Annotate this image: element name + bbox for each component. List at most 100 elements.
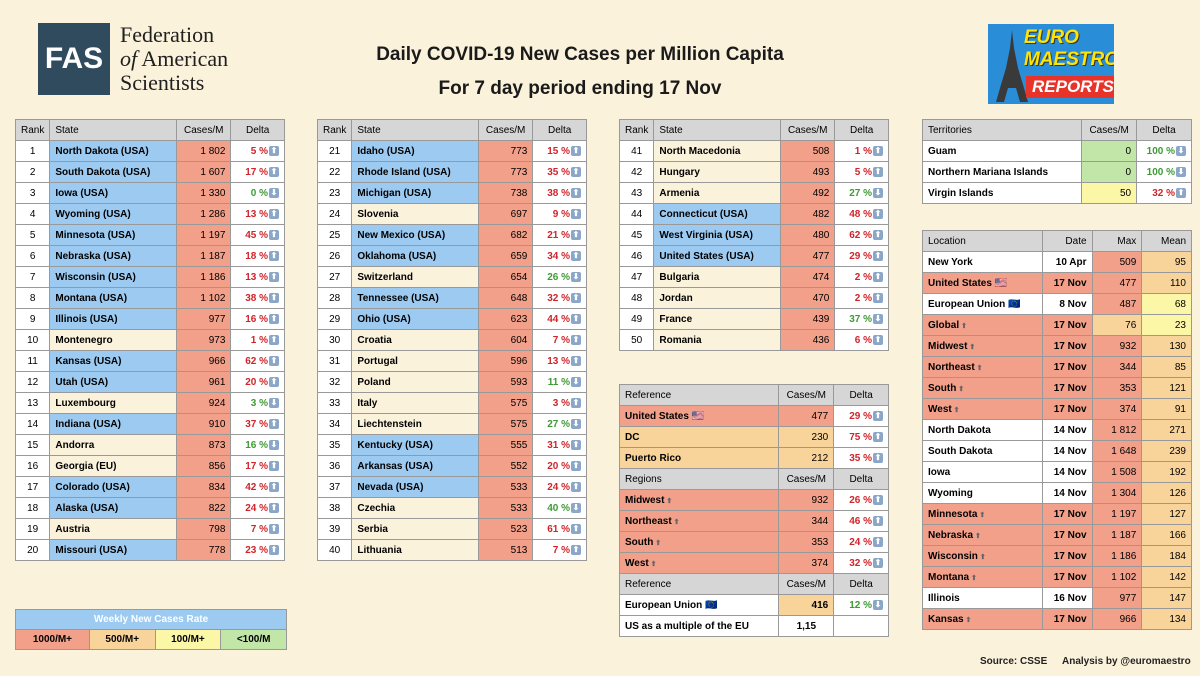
page-subtitle: For 7 day period ending 17 Nov — [438, 78, 722, 99]
top-arrow-icon: ⬆ — [664, 497, 673, 505]
cases-cell: 924 — [176, 392, 232, 414]
euro-line-2: MAESTRO — [1024, 49, 1114, 70]
reference-label: Puerto Rico — [625, 452, 682, 464]
page-title: Daily COVID-19 New Cases per Million Cap… — [376, 44, 784, 65]
delta-value: 20 % — [245, 376, 268, 388]
cases-cell: 856 — [176, 455, 232, 477]
cases-cell: 932 — [778, 489, 835, 511]
table-row: Puerto Rico 212 35 % ⬆ — [618, 447, 889, 469]
date-cell: 17 Nov — [1041, 608, 1093, 630]
rank-cell: 48 — [618, 287, 655, 309]
empty-cell — [833, 615, 889, 637]
mean-cell: 184 — [1141, 545, 1192, 567]
delta-value: 27 % — [849, 187, 872, 199]
arrow-up-icon: ⬆ — [873, 515, 883, 526]
state-cell: Italy — [351, 392, 479, 414]
rank-cell: 25 — [316, 224, 353, 246]
delta-value: 2 % — [854, 271, 872, 283]
delta-value: 75 % — [849, 431, 872, 443]
arrow-up-icon: ⬆ — [269, 523, 279, 534]
table-row: Wisconsin ⬆ 17 Nov 1 186 184 — [922, 545, 1192, 567]
location-name: Montana ⬆ — [922, 566, 1043, 588]
max-cell: 487 — [1091, 293, 1143, 315]
table-row: Nebraska ⬆ 17 Nov 1 187 166 — [922, 524, 1192, 546]
delta-value: 16 % — [245, 313, 268, 325]
rank-cell: 23 — [316, 182, 353, 204]
state-cell: Connecticut (USA) — [653, 203, 781, 225]
legend-100: 100/M+ — [154, 629, 222, 650]
mean-cell: 130 — [1141, 335, 1192, 357]
delta-cell: 1 % ⬆ — [230, 329, 285, 351]
cases-cell: 1 197 — [176, 224, 232, 246]
delta-value: 13 % — [245, 208, 268, 220]
arrow-down-icon: ⬇ — [571, 271, 581, 282]
table-row: 29 Ohio (USA) 623 44 % ⬆ — [316, 308, 587, 330]
top-arrow-icon: ⬆ — [963, 616, 972, 624]
date-cell: 14 Nov — [1041, 440, 1093, 462]
arrow-down-icon: ⬇ — [873, 313, 883, 324]
mean-cell: 95 — [1141, 251, 1192, 273]
delta-value: 26 % — [849, 494, 872, 506]
table-row: 16 Georgia (EU) 856 17 % ⬆ — [14, 455, 285, 477]
state-cell: Nebraska (USA) — [49, 245, 178, 267]
arrow-up-icon: ⬆ — [571, 397, 581, 408]
rank-cell: 37 — [316, 476, 353, 498]
location-name: South ⬆ — [922, 377, 1043, 399]
eu-label: European Union — [625, 599, 703, 611]
delta-value: 26 % — [547, 271, 570, 283]
table-row: DC 230 75 % ⬆ — [618, 426, 889, 448]
reference-header-row: Regions Cases/M Delta — [618, 468, 889, 490]
delta-value: 48 % — [849, 208, 872, 220]
mean-cell: 85 — [1141, 356, 1192, 378]
delta-cell: 13 % ⬆ — [230, 203, 285, 225]
table-row: Northeast ⬆ 344 46 % ⬆ — [618, 510, 889, 532]
rank-cell: 49 — [618, 308, 655, 330]
multiple-label: US as a multiple of the EU — [618, 615, 780, 637]
arrow-up-icon: ⬆ — [873, 557, 883, 568]
cases-cell: 773 — [477, 140, 534, 162]
delta-cell: 15 % ⬆ — [532, 140, 587, 162]
date-cell: 14 Nov — [1041, 419, 1093, 441]
state-cell: Armenia — [653, 182, 781, 204]
euromaestro-logo: EURO MAESTRO REPORTS — [988, 24, 1114, 104]
date-cell: 17 Nov — [1041, 566, 1093, 588]
delta-value: 6 % — [854, 334, 872, 346]
arrow-up-icon: ⬆ — [571, 250, 581, 261]
table-row: 23 Michigan (USA) 738 38 % ⬆ — [316, 182, 587, 204]
state-cell: New Mexico (USA) — [351, 224, 479, 246]
delta-cell: 61 % ⬆ — [532, 518, 587, 540]
table-row: 42 Hungary 493 5 % ⬆ — [618, 161, 889, 183]
rank-cell: 50 — [618, 329, 655, 351]
table-row: South Dakota 14 Nov 1 648 239 — [922, 440, 1192, 462]
reference-label: Midwest — [625, 494, 665, 506]
cases-cell: 513 — [477, 539, 534, 561]
arrow-down-icon: ⬇ — [571, 502, 581, 513]
rank-cell: 10 — [14, 329, 51, 351]
delta-cell: 2 % ⬆ — [834, 266, 889, 288]
table-row: 49 France 439 37 % ⬇ — [618, 308, 889, 330]
delta-cell: 17 % ⬆ — [230, 161, 285, 183]
location-name: Midwest ⬆ — [922, 335, 1043, 357]
rank-cell: 7 — [14, 266, 51, 288]
cases-cell: 648 — [477, 287, 534, 309]
cases-cell: 474 — [779, 266, 836, 288]
us-flag-icon: 🇺🇸 — [688, 410, 705, 422]
rank-cell: 39 — [316, 518, 353, 540]
location-label: South Dakota — [928, 445, 993, 457]
eu-flag-icon: 🇪🇺 — [1005, 298, 1021, 310]
table-row: 41 North Macedonia 508 1 % ⬆ — [618, 140, 889, 162]
delta-value: 23 % — [245, 544, 268, 556]
cases-cell: 1 187 — [176, 245, 232, 267]
state-cell: Poland — [351, 371, 479, 393]
delta-cell: 0 % ⬇ — [230, 182, 285, 204]
max-cell: 1 102 — [1091, 566, 1143, 588]
delta-header: Delta — [230, 119, 285, 141]
arrow-up-icon: ⬆ — [571, 481, 581, 492]
delta-cell: 17 % ⬆ — [230, 455, 285, 477]
reference-label: United States — [625, 410, 689, 422]
location-name: United States 🇺🇸 — [922, 272, 1043, 294]
state-cell: Michigan (USA) — [351, 182, 479, 204]
cases-cell: 552 — [477, 455, 534, 477]
delta-cell: 26 % ⬇ — [532, 266, 587, 288]
arrow-up-icon: ⬆ — [571, 460, 581, 471]
